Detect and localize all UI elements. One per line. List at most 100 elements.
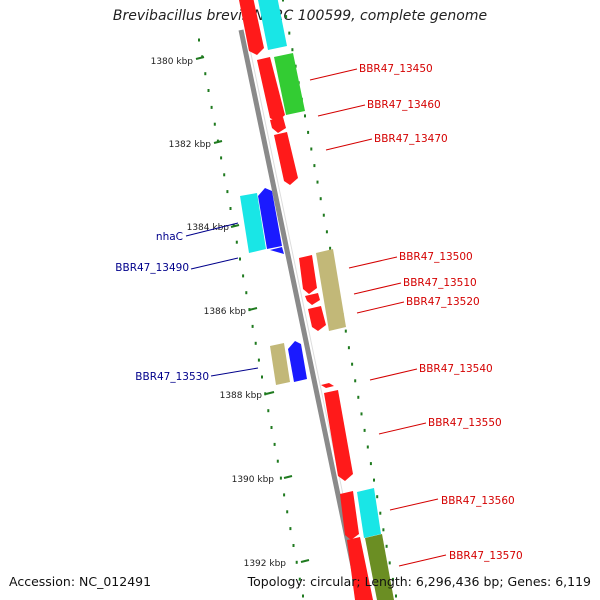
label-leader-line (325, 138, 373, 151)
gene-feature[interactable] (324, 390, 353, 481)
tick-dot (245, 291, 248, 295)
tick-dot (388, 561, 391, 565)
label-leader-line (210, 367, 259, 377)
tick-dot (373, 478, 375, 482)
tick-dot (292, 544, 295, 547)
tick-dot (204, 72, 207, 76)
tick-dot (313, 164, 316, 168)
tick-dot (304, 114, 306, 118)
tick-dot (276, 459, 279, 463)
tick-mark (213, 140, 223, 144)
gene-feature[interactable] (274, 132, 298, 185)
tick-dot (357, 395, 360, 399)
tick-dot (257, 358, 260, 362)
tick-dot (291, 48, 294, 52)
gene-feature[interactable] (258, 188, 282, 249)
gene-labels: BBR47_13450 BBR47_13460 BBR47_13470 nhaC… (115, 63, 523, 567)
accession-text: Accession: NC_012491 (9, 574, 152, 589)
gene-feature[interactable] (288, 341, 307, 382)
tick-dot (385, 544, 388, 548)
tick-dot (286, 510, 289, 514)
tick-dot (239, 257, 241, 261)
gene-label[interactable]: BBR47_13510 (403, 277, 477, 289)
tick-dot (210, 105, 213, 109)
tick-dot (376, 495, 379, 499)
tick-dot (242, 274, 245, 278)
gene-features (239, 0, 394, 600)
gene-label[interactable]: BBR47_13530 (135, 371, 209, 383)
gene-feature[interactable] (340, 491, 359, 540)
gene-label[interactable]: BBR47_13570 (449, 550, 523, 562)
tick-dot (391, 577, 394, 581)
tick-dot (264, 392, 267, 396)
tick-label: 1382 kbp (169, 140, 212, 150)
tick-dot (363, 428, 366, 432)
tick-dot (267, 409, 270, 413)
tick-dot (395, 594, 397, 598)
gene-feature[interactable] (305, 293, 320, 305)
label-leader-line (389, 498, 439, 511)
tick-dot (295, 560, 298, 564)
gene-feature[interactable] (270, 343, 290, 385)
tick-track-left (198, 38, 304, 598)
gene-label[interactable]: nhaC (156, 231, 183, 243)
tick-dot (366, 445, 369, 449)
gene-feature[interactable] (347, 537, 373, 600)
gene-label[interactable]: BBR47_13450 (359, 63, 433, 75)
tick-mark (195, 56, 205, 60)
gene-feature[interactable] (258, 0, 287, 50)
tick-label: 1380 kbp (151, 57, 194, 67)
gene-feature[interactable] (357, 488, 381, 538)
gene-label[interactable]: BBR47_13500 (399, 251, 473, 263)
gene-label[interactable]: BBR47_13550 (428, 417, 502, 429)
topology-text: Topology: circular; Length: 6,296,436 bp… (247, 574, 591, 589)
tick-dot (270, 426, 273, 429)
gene-feature[interactable] (365, 534, 394, 600)
tick-mark (248, 307, 258, 311)
tick-dot (347, 346, 350, 350)
gene-label[interactable]: BBR47_13560 (441, 495, 515, 507)
gene-label[interactable]: BBR47_13520 (406, 296, 480, 308)
tick-dot (369, 462, 372, 466)
label-leader-line (353, 282, 402, 295)
gene-feature[interactable] (270, 247, 284, 254)
tick-dot (307, 130, 310, 134)
tick-dot (279, 476, 282, 480)
tick-dot (283, 493, 286, 497)
tick-dot (316, 180, 319, 184)
label-leader-line (190, 257, 239, 270)
tick-dot (261, 375, 263, 379)
gene-label[interactable]: BBR47_13540 (419, 363, 493, 375)
gene-feature[interactable] (316, 249, 346, 331)
tick-dot (285, 15, 288, 19)
gene-label[interactable]: BBR47_13460 (367, 99, 441, 111)
tick-dot (288, 31, 291, 35)
gene-feature[interactable] (308, 306, 326, 331)
tick-dot (198, 38, 200, 42)
tick-dot (251, 324, 254, 328)
tick-dot (235, 240, 238, 244)
label-leader-line (348, 256, 398, 269)
gene-feature[interactable] (299, 255, 317, 294)
tick-dot (207, 89, 210, 92)
gene-label[interactable]: BBR47_13470 (374, 133, 448, 145)
tick-dot (379, 511, 382, 515)
tick-dot (282, 0, 284, 2)
map-title: Brevibacillus brevis NBRC 100599, comple… (112, 8, 488, 24)
gene-feature[interactable] (240, 193, 266, 253)
tick-dot (298, 577, 301, 581)
label-leader-line (369, 368, 418, 381)
label-leader-line (185, 222, 239, 237)
tick-label: 1386 kbp (204, 307, 247, 317)
gene-feature[interactable] (239, 0, 264, 55)
label-leader-line (356, 301, 405, 314)
gene-feature[interactable] (270, 117, 286, 133)
gene-feature[interactable] (321, 383, 334, 388)
gene-feature[interactable] (274, 53, 305, 115)
tick-dot (351, 362, 354, 366)
gene-feature[interactable] (257, 57, 285, 122)
tick-label: 1388 kbp (220, 391, 263, 401)
tick-dot (354, 379, 357, 383)
gene-label[interactable]: BBR47_13490 (115, 262, 189, 274)
